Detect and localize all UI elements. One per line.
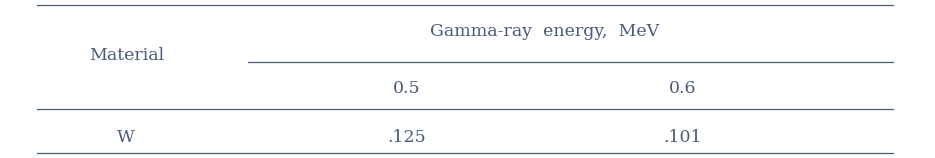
Text: .125: .125 xyxy=(387,129,426,146)
Text: Material: Material xyxy=(89,47,164,64)
Text: .101: .101 xyxy=(663,129,702,146)
Text: 0.5: 0.5 xyxy=(393,80,421,97)
Text: W: W xyxy=(117,129,136,146)
Text: 0.6: 0.6 xyxy=(669,80,697,97)
Text: Gamma-ray  energy,  MeV: Gamma-ray energy, MeV xyxy=(430,23,659,40)
